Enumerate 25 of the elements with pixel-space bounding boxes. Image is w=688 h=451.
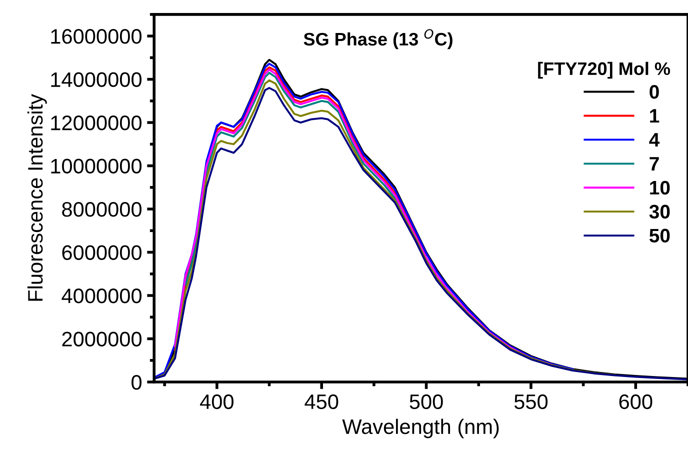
- y-tick-label: 12000000: [51, 116, 142, 130]
- legend-label: 1: [650, 109, 660, 123]
- text: SG Phase (13 $^{O}$C): [304, 29, 452, 50]
- x-tick-label: 550: [514, 394, 548, 410]
- legend-label: 50: [649, 228, 670, 243]
- x-tick-label: 600: [619, 394, 652, 410]
- x-axis-title: Wavelength (nm): [342, 418, 499, 438]
- y-tick-label: 4000000: [62, 288, 142, 304]
- y-tick-label: 16000000: [51, 29, 142, 44]
- y-tick-label: 0: [132, 375, 142, 390]
- legend-label: 7: [650, 157, 659, 170]
- legend-label: 30: [649, 204, 670, 219]
- y-tick-label: 10000000: [51, 158, 142, 174]
- legend-label: 4: [649, 133, 660, 147]
- legend-label: 10: [650, 180, 670, 195]
- legend-title: [FTY720] Mol %: [538, 62, 670, 79]
- y-tick-label: 14000000: [51, 72, 142, 88]
- y-tick-label: 2000000: [62, 332, 142, 347]
- x-tick-label: 500: [410, 394, 443, 410]
- y-axis-title: Fluorescence Intensity: [27, 94, 47, 301]
- x-tick-label: 400: [200, 394, 234, 410]
- legend-label: 0: [650, 85, 659, 99]
- y-tick-label: 6000000: [62, 245, 142, 260]
- y-tick-label: 8000000: [62, 202, 142, 217]
- x-tick-label: 450: [304, 394, 338, 410]
